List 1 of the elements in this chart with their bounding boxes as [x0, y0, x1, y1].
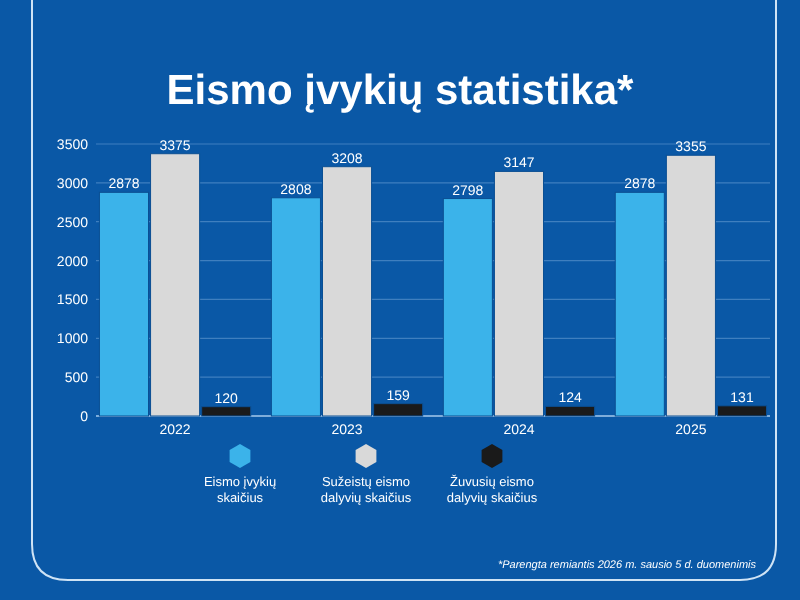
chart-title: Eismo įvykių statistika* [166, 68, 636, 114]
